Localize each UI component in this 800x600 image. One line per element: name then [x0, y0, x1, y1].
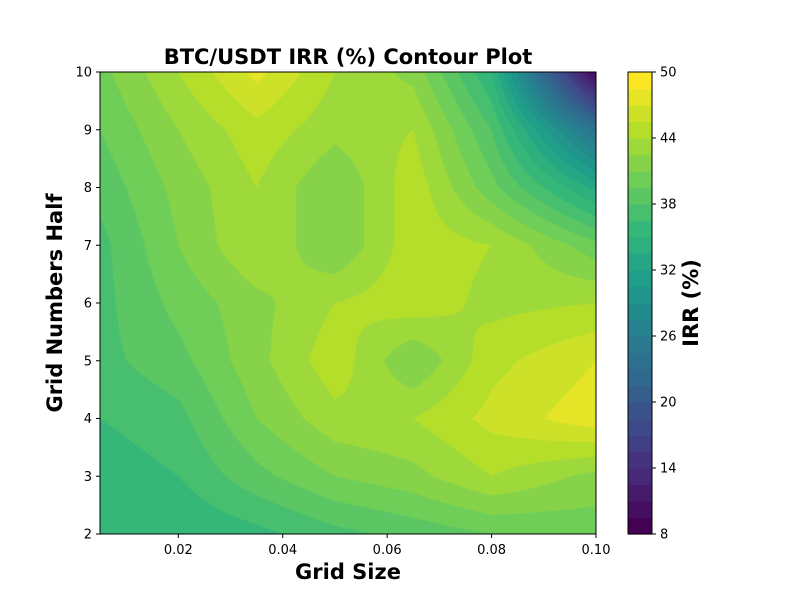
x-tick-label: 0.10	[582, 543, 611, 558]
y-tick-label: 9	[84, 123, 92, 138]
colorbar-band	[628, 121, 652, 139]
y-tick-label: 4	[84, 412, 92, 427]
y-tick-label: 3	[84, 470, 92, 485]
x-axis: 0.02 0.04 0.06 0.08 0.10	[164, 534, 611, 558]
colorbar-band	[628, 402, 652, 420]
colorbar-band	[628, 418, 652, 436]
colorbar-band	[628, 270, 652, 288]
colorbar-band	[628, 171, 652, 189]
colorbar-band	[628, 286, 652, 304]
y-tick-label: 2	[84, 528, 92, 543]
colorbar-tick-label: 32	[660, 264, 677, 279]
colorbar-band	[628, 435, 652, 453]
colorbar-tick-label: 20	[660, 396, 677, 411]
colorbar-band	[628, 88, 652, 106]
colorbar-band	[628, 451, 652, 469]
colorbar-tick-label: 14	[660, 462, 677, 477]
x-tick-label: 0.04	[268, 543, 297, 558]
x-tick-label: 0.08	[477, 543, 506, 558]
colorbar-band	[628, 72, 652, 90]
colorbar-band	[628, 468, 652, 486]
y-axis-label: Grid Numbers Half	[43, 193, 67, 413]
colorbar-band	[628, 484, 652, 502]
colorbar-band	[628, 138, 652, 156]
x-axis-label: Grid Size	[295, 560, 401, 584]
colorbar-band	[628, 352, 652, 370]
contour-plot-area	[99, 71, 597, 535]
y-tick-label: 5	[84, 354, 92, 369]
colorbar-band	[628, 105, 652, 123]
colorbar-band	[628, 501, 652, 519]
colorbar-band	[628, 385, 652, 403]
colorbar: 8 14 20 26 32 38 44 50	[627, 66, 677, 543]
y-tick-label: 8	[84, 181, 92, 196]
colorbar-band	[628, 237, 652, 255]
y-axis: 2 3 4 5 6 7 8 9 10	[75, 66, 100, 543]
y-tick-label: 7	[84, 239, 92, 254]
x-tick-label: 0.06	[373, 543, 402, 558]
colorbar-band	[628, 319, 652, 337]
colorbar-tick-label: 50	[660, 66, 677, 81]
contour-fill	[100, 72, 596, 534]
colorbar-band	[628, 220, 652, 238]
colorbar-band	[628, 303, 652, 321]
colorbar-frame	[627, 71, 653, 535]
colorbar-band	[628, 517, 652, 535]
chart-title: BTC/USDT IRR (%) Contour Plot	[164, 45, 533, 69]
colorbar-tick-label: 44	[660, 132, 677, 147]
colorbar-tick-label: 8	[660, 528, 668, 543]
colorbar-tick-label: 26	[660, 330, 677, 345]
colorbar-band	[628, 369, 652, 387]
y-tick-label: 6	[84, 297, 92, 312]
y-tick-label: 10	[75, 66, 92, 81]
colorbar-band	[628, 336, 652, 354]
colorbar-band	[628, 154, 652, 172]
colorbar-tick-label: 38	[660, 198, 677, 213]
colorbar-band	[628, 253, 652, 271]
colorbar-band	[628, 204, 652, 222]
colorbar-label: IRR (%)	[679, 259, 703, 347]
x-tick-label: 0.02	[164, 543, 193, 558]
colorbar-band	[628, 187, 652, 205]
